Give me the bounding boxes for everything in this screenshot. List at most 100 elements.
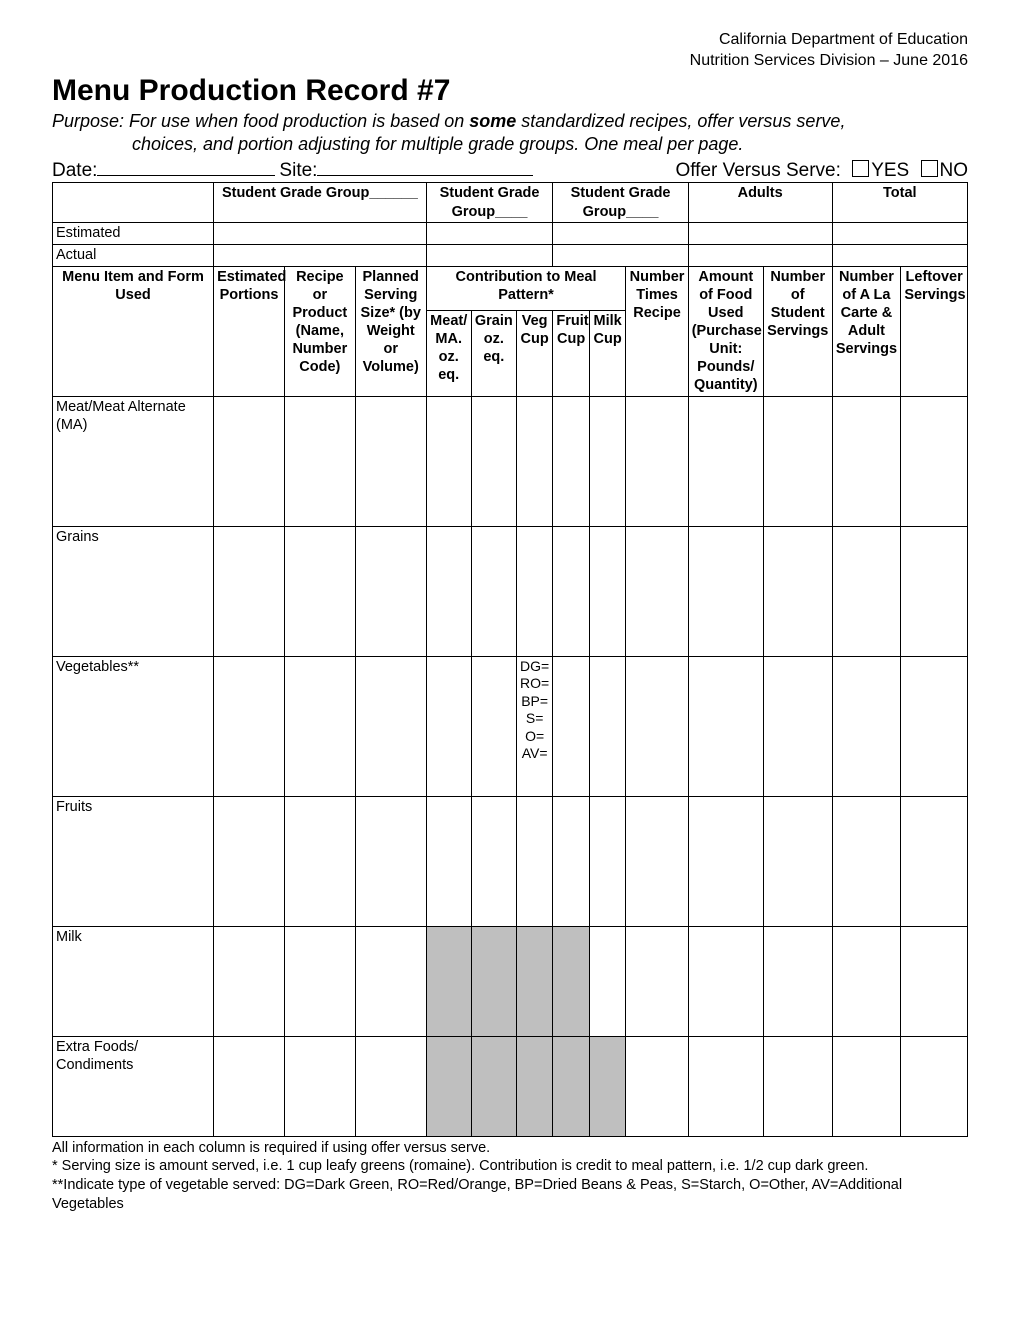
cell[interactable] [688,396,763,526]
cell[interactable] [471,396,516,526]
cell[interactable] [426,656,471,796]
act-adults[interactable] [688,244,832,266]
cell[interactable] [214,796,285,926]
ovs-no-checkbox[interactable] [921,160,938,177]
cell[interactable] [214,396,285,526]
cell[interactable] [901,656,968,796]
cell[interactable] [284,656,355,796]
col-meat: Meat/ MA. oz. eq. [426,311,471,396]
est-total[interactable] [832,222,967,244]
cell[interactable] [832,526,901,656]
cell[interactable] [214,1036,285,1136]
col-leftover: Leftover Servings [901,266,968,396]
est-g3[interactable] [553,222,688,244]
cell[interactable] [516,396,553,526]
veg-label: Vegetables** [53,656,214,796]
cell[interactable] [832,656,901,796]
cell[interactable] [832,396,901,526]
purpose-mid: standardized recipes, offer versus serve… [516,111,845,131]
cell[interactable] [284,1036,355,1136]
cell[interactable] [589,926,626,1036]
cell[interactable] [626,526,688,656]
cell[interactable] [901,1036,968,1136]
cell[interactable] [589,396,626,526]
cell[interactable] [626,1036,688,1136]
est-g1[interactable] [214,222,427,244]
cell[interactable] [763,1036,832,1136]
cell[interactable] [589,796,626,926]
cell[interactable] [471,796,516,926]
cell[interactable] [688,796,763,926]
cell[interactable] [553,796,590,926]
est-g2[interactable] [426,222,553,244]
ovs-label: Offer Versus Serve: [675,160,840,181]
cell[interactable] [763,396,832,526]
act-g2[interactable] [426,244,553,266]
cell[interactable] [832,926,901,1036]
act-g1[interactable] [214,244,427,266]
date-label: Date: [52,160,97,182]
student-grade-1: Student Grade Group______ [214,183,427,222]
cell[interactable] [214,926,285,1036]
cell[interactable] [901,796,968,926]
cell[interactable] [355,1036,426,1136]
cell[interactable] [516,526,553,656]
cell[interactable] [763,656,832,796]
purpose-line2: choices, and portion adjusting for multi… [52,133,968,156]
cell[interactable] [426,796,471,926]
cell[interactable] [589,526,626,656]
cell[interactable] [626,396,688,526]
ovs-yes-checkbox[interactable] [852,160,869,177]
cell[interactable] [471,656,516,796]
ovs-no: NO [940,160,969,181]
date-field[interactable] [97,175,275,176]
cell[interactable] [355,926,426,1036]
cell[interactable] [284,396,355,526]
cell[interactable] [284,526,355,656]
cell[interactable] [516,796,553,926]
cell[interactable] [763,926,832,1036]
footnote-1: All information in each column is requir… [52,1139,968,1158]
cell[interactable] [688,1036,763,1136]
cell[interactable] [626,796,688,926]
cell[interactable] [901,396,968,526]
cell[interactable] [214,526,285,656]
est-adults[interactable] [688,222,832,244]
cell[interactable] [355,526,426,656]
site-field[interactable] [317,175,533,176]
blank-corner [53,183,214,222]
cell[interactable] [426,526,471,656]
row-grains: Grains [53,526,968,656]
row-milk: Milk [53,926,968,1036]
cell[interactable] [832,796,901,926]
cell[interactable] [589,656,626,796]
cell[interactable] [553,656,590,796]
row-extra: Extra Foods/ Condiments [53,1036,968,1136]
cell[interactable] [688,656,763,796]
col-recipe: Recipe or Product (Name, Number Code) [284,266,355,396]
cell[interactable] [355,396,426,526]
cell[interactable] [901,926,968,1036]
cell[interactable] [355,656,426,796]
cell[interactable] [471,526,516,656]
cell[interactable] [688,926,763,1036]
cell[interactable] [763,526,832,656]
cell[interactable] [763,796,832,926]
act-total[interactable] [832,244,967,266]
student-grade-3: Student Grade Group____ [553,183,688,222]
cell[interactable] [355,796,426,926]
cell[interactable] [626,926,688,1036]
cell[interactable] [553,526,590,656]
cell[interactable] [426,396,471,526]
cell[interactable] [214,656,285,796]
cell[interactable] [553,396,590,526]
cell[interactable] [284,796,355,926]
act-g3[interactable] [553,244,688,266]
cell[interactable] [688,526,763,656]
cell[interactable] [832,1036,901,1136]
cell[interactable] [901,526,968,656]
veg-subgroups[interactable]: DG= RO= BP= S= O= AV= [516,656,553,796]
fruits-label: Fruits [53,796,214,926]
cell[interactable] [284,926,355,1036]
cell[interactable] [626,656,688,796]
